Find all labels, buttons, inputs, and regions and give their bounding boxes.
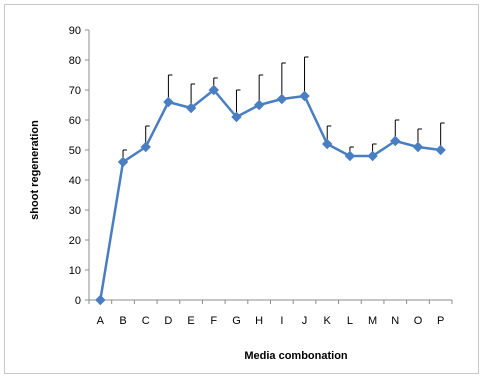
data-point-F <box>208 84 219 96</box>
data-point-G <box>231 111 242 123</box>
data-point-C <box>140 141 151 153</box>
data-point-I <box>276 93 288 105</box>
data-point-P <box>435 144 446 156</box>
x-tick-label: K <box>324 315 332 327</box>
data-point-L <box>344 150 356 162</box>
data-point-O <box>412 141 424 153</box>
x-tick-labels: A B C D E F G H I J K L M N O P <box>97 315 445 327</box>
axes <box>85 29 453 304</box>
y-tick-label: 0 <box>75 295 81 307</box>
series-polyline <box>99 88 441 301</box>
y-tick-label: 70 <box>69 85 81 97</box>
x-tick-label: N <box>391 315 399 327</box>
x-tick-label: D <box>164 315 172 327</box>
data-point-M <box>367 150 378 162</box>
x-tick-label: C <box>142 315 150 327</box>
y-tick-label: 90 <box>69 25 81 37</box>
y-tick-label: 80 <box>69 55 81 67</box>
x-tick-label: P <box>437 315 444 327</box>
y-tick-label: 20 <box>69 235 81 247</box>
x-tick-label: B <box>119 315 126 327</box>
x-axis-label: Media combonation <box>244 350 348 362</box>
series-line <box>99 88 441 301</box>
chart-frame <box>4 4 479 374</box>
y-tick-label: 50 <box>69 145 81 157</box>
data-point-H <box>253 99 265 111</box>
x-tick-label: E <box>187 315 194 327</box>
y-tick-labels: 0 10 20 30 40 50 60 70 80 90 <box>69 25 81 307</box>
data-point-E <box>185 102 197 114</box>
data-markers <box>95 84 446 306</box>
data-point-A <box>95 294 106 306</box>
data-point-K <box>322 138 333 150</box>
data-point-D <box>163 96 174 108</box>
y-tick-label: 40 <box>69 175 81 187</box>
x-tick-label: I <box>280 315 283 327</box>
error-bars <box>122 56 445 162</box>
x-tick-label: O <box>414 315 423 327</box>
data-point-B <box>117 156 129 168</box>
y-axis-label: shoot regeneration <box>29 120 41 220</box>
x-tick-label: H <box>255 315 263 327</box>
x-tick-label: A <box>97 315 105 327</box>
data-point-N <box>390 135 401 147</box>
x-tick-label: G <box>232 315 241 327</box>
x-tick-label: M <box>368 315 377 327</box>
y-tick-label: 30 <box>69 205 81 217</box>
x-tick-label: J <box>302 315 308 327</box>
y-tick-label: 10 <box>69 265 81 277</box>
x-tick-label: L <box>347 315 353 327</box>
x-tick-label: F <box>210 315 217 327</box>
data-point-J <box>299 90 310 102</box>
y-tick-label: 60 <box>69 115 81 127</box>
